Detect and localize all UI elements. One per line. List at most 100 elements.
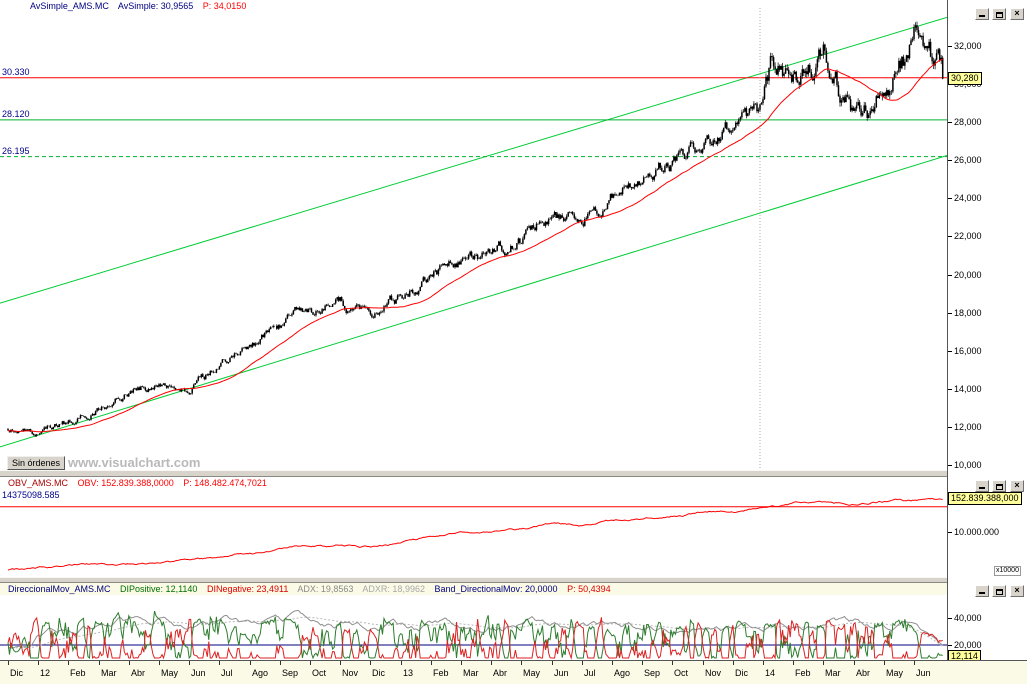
dm-panel-legend: DireccionalMov_AMS.MC DIPositive: 12,114… — [8, 584, 618, 594]
restore-button[interactable] — [992, 8, 1007, 20]
di-minus-line — [7, 616, 943, 660]
obv-panel-window-controls: × — [974, 480, 1024, 492]
panel-splitter[interactable] — [0, 577, 1027, 583]
obv-panel-legend: OBV_AMS.MC OBV: 152.839.388,0000 P: 148.… — [8, 478, 274, 488]
minimize-button[interactable] — [974, 480, 989, 492]
obv-chart[interactable] — [0, 477, 947, 577]
time-tick-mark — [733, 661, 734, 665]
minimize-icon — [978, 592, 985, 594]
dm-panel-window-controls: × — [974, 585, 1024, 597]
time-axis-label: Jul — [221, 668, 233, 678]
level-label-26195: 26.195 — [2, 146, 30, 156]
tick-mark — [948, 465, 952, 467]
y-axis-label: 10,000 — [948, 460, 982, 470]
panel-splitter[interactable] — [0, 470, 1027, 477]
tick-mark — [948, 122, 952, 124]
no-orders-button[interactable]: Sin órdenes — [7, 456, 66, 470]
time-axis-label: Feb — [70, 668, 86, 678]
time-tick-mark — [68, 661, 69, 665]
price-chart-panel: AvSimple_AMS.MC AvSimple: 30,9565 P: 34,… — [0, 0, 947, 470]
obv-line — [7, 497, 943, 571]
projection-value: P: 34,0150 — [202, 1, 247, 11]
time-tick-mark — [219, 661, 220, 665]
obv-axis-label: 10.000.000 — [948, 527, 999, 537]
close-button[interactable]: × — [1010, 8, 1024, 20]
close-button[interactable]: × — [1010, 585, 1024, 597]
time-axis-label: Mar — [825, 668, 841, 678]
adx-line — [7, 609, 944, 649]
time-axis-label: Nov — [342, 668, 359, 678]
adx-value: ADX: 19,8563 — [297, 584, 354, 594]
obv-indicator-panel: OBV_AMS.MC OBV: 152.839.388,0000 P: 148.… — [0, 477, 947, 577]
level-label-30330: 30.330 — [2, 67, 30, 77]
time-tick-mark — [582, 661, 583, 665]
time-tick-mark — [189, 661, 190, 665]
y-axis-label: 14,000 — [948, 384, 982, 394]
obv-value: OBV: 152.839.388,0000 — [77, 478, 174, 488]
time-tick-mark — [552, 661, 553, 665]
time-axis-label: 14 — [765, 668, 776, 678]
time-tick-mark — [854, 661, 855, 665]
restore-button[interactable] — [992, 480, 1007, 492]
minimize-button[interactable] — [974, 8, 989, 20]
dm-chart[interactable] — [0, 583, 947, 660]
visualchart-watermark: www.visualchart.com — [68, 455, 201, 470]
indicator-name: AvSimple_AMS.MC — [30, 1, 109, 11]
y-axis-label: 26,000 — [948, 155, 982, 165]
time-tick-mark — [129, 661, 130, 665]
adxr-line — [8, 616, 944, 649]
time-tick-mark — [914, 661, 915, 665]
time-axis-label: May — [886, 668, 904, 678]
band-directional-value: Band_DirectionalMov: 20,0000 — [434, 584, 558, 594]
time-axis-label: Nov — [705, 668, 722, 678]
dm-axis-label-40000: 40,000 — [948, 613, 982, 623]
time-tick-mark — [793, 661, 794, 665]
obv-level-label: 14375098.585 — [2, 490, 60, 500]
time-tick-mark — [431, 661, 432, 665]
time-axis-label: Mar — [463, 668, 479, 678]
time-axis-label: Feb — [795, 668, 811, 678]
time-axis-label: Oct — [312, 668, 327, 678]
tick-mark — [948, 427, 952, 429]
tick-mark — [948, 389, 952, 391]
minimize-icon — [978, 15, 985, 17]
time-axis-label: Oct — [674, 668, 689, 678]
time-tick-mark — [340, 661, 341, 665]
upper-trendline[interactable] — [0, 16, 947, 304]
tick-mark — [948, 46, 952, 48]
dm-axis-label-20000: 20,000 — [948, 640, 982, 650]
time-axis-label: Abr — [856, 668, 871, 678]
tick-mark — [948, 532, 952, 534]
time-tick-mark — [280, 661, 281, 665]
y-axis-label: 18,000 — [948, 308, 982, 318]
time-tick-mark — [38, 661, 39, 665]
price-axis-column: × × × 32,00030,00028,00026,00024,00022,0… — [947, 0, 1027, 663]
candle-wicks — [7, 21, 944, 437]
tick-mark — [948, 236, 952, 238]
time-axis-label: May — [523, 668, 541, 678]
time-axis-label: Feb — [433, 668, 449, 678]
price-chart[interactable] — [0, 0, 947, 470]
time-tick-mark — [823, 661, 824, 665]
time-tick-mark — [642, 661, 643, 665]
last-price-marker: 30,280 — [948, 72, 982, 85]
time-axis-label: Abr — [131, 668, 146, 678]
time-axis-label: Sep — [282, 668, 299, 678]
lower-trendline[interactable] — [0, 155, 947, 448]
minimize-icon — [978, 487, 985, 489]
y-axis-label: 24,000 — [948, 193, 982, 203]
minimize-button[interactable] — [974, 585, 989, 597]
time-axis-label: Jul — [584, 668, 596, 678]
time-tick-mark — [703, 661, 704, 665]
di-positive-value: DIPositive: 12,1140 — [120, 584, 198, 594]
time-axis[interactable]: Dic 12 Feb Mar Abr May Jun Jul Ago Sep Oct Nov Dic 13… — [0, 660, 1027, 684]
time-tick-mark — [763, 661, 764, 665]
price-panel-legend: AvSimple_AMS.MC AvSimple: 30,9565 P: 34,… — [30, 1, 253, 11]
time-axis-label: 13 — [403, 668, 414, 678]
time-axis-label: Ago — [614, 668, 631, 678]
adxr-value: ADXR: 18,9962 — [362, 584, 425, 594]
restore-button[interactable] — [992, 585, 1007, 597]
tick-mark — [948, 160, 952, 162]
close-button[interactable]: × — [1010, 480, 1024, 492]
